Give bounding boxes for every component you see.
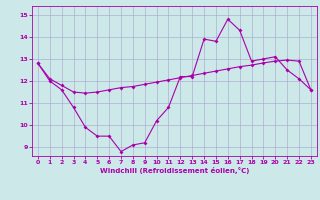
- X-axis label: Windchill (Refroidissement éolien,°C): Windchill (Refroidissement éolien,°C): [100, 167, 249, 174]
